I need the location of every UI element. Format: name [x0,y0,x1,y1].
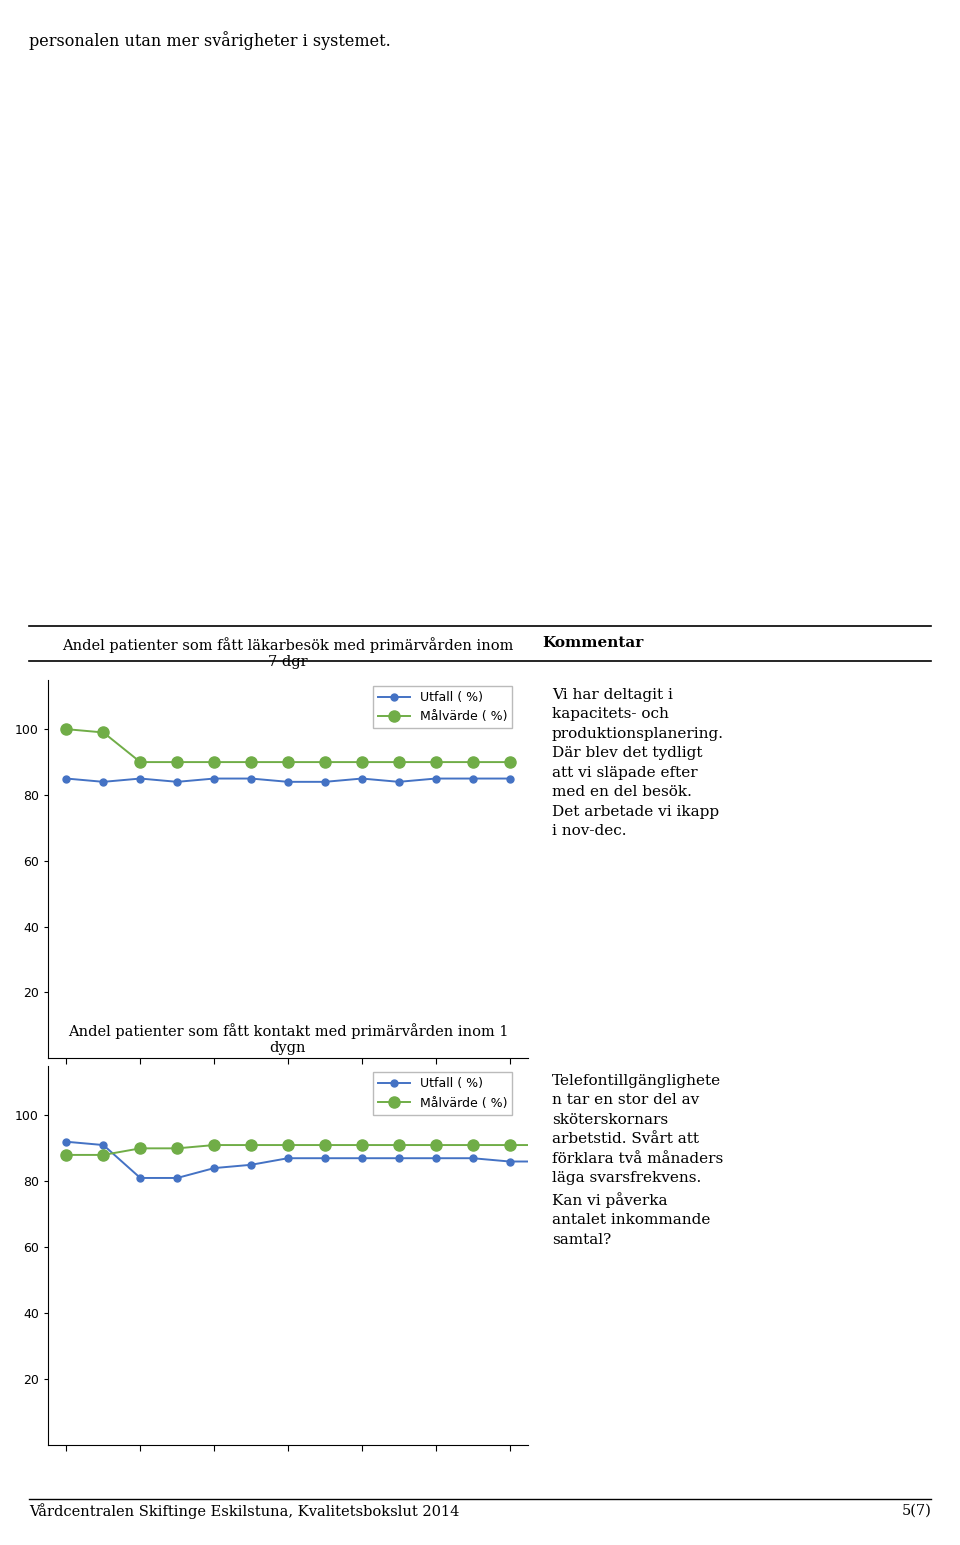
Legend: Utfall ( %), Målvärde ( %): Utfall ( %), Målvärde ( %) [373,1072,512,1114]
Text: Telefontillgänglighete
n tar en stor del av
sköterskornars
arbetstid. Svårt att
: Telefontillgänglighete n tar en stor del… [552,1074,723,1247]
Title: Andel patienter som fått läkarbesök med primärvården inom
7 dgr: Andel patienter som fått läkarbesök med … [62,637,514,669]
Text: personalen utan mer svårigheter i systemet.: personalen utan mer svårigheter i system… [29,31,391,49]
Text: Kommentar: Kommentar [542,635,643,650]
Text: 5(7): 5(7) [901,1503,931,1519]
Title: Andel patienter som fått kontakt med primärvården inom 1
dygn: Andel patienter som fått kontakt med pri… [68,1023,508,1055]
Text: Vårdcentralen Skiftinge Eskilstuna, Kvalitetsbokslut 2014: Vårdcentralen Skiftinge Eskilstuna, Kval… [29,1503,459,1519]
Text: Vi har deltagit i
kapacitets- och
produktionsplanering.
Där blev det tydligt
att: Vi har deltagit i kapacitets- och produk… [552,688,724,837]
Legend: Utfall ( %), Målvärde ( %): Utfall ( %), Målvärde ( %) [373,686,512,728]
